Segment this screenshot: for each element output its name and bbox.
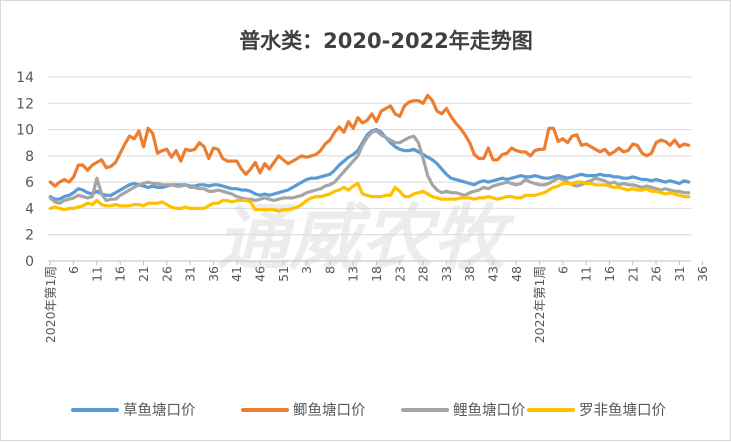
series-line-2 (48, 129, 691, 205)
x-tick-label: 31 (183, 266, 198, 282)
legend-label: 草鱼塘口价 (123, 401, 196, 419)
x-tick-label: 21 (625, 266, 640, 282)
x-tick-label: 38 (462, 266, 477, 282)
x-tick-label: 8 (322, 266, 337, 274)
x-tick-label: 21 (136, 266, 151, 282)
x-tick-label: 33 (439, 266, 454, 282)
y-tick-label: 8 (25, 149, 34, 165)
x-tick-label: 31 (672, 266, 687, 282)
x-tick-label: 11 (579, 266, 594, 282)
x-tick-label: 6 (66, 266, 81, 274)
x-tick-label: 3 (299, 266, 314, 274)
series-line-3 (48, 180, 691, 213)
x-tick-label: 51 (276, 266, 291, 282)
legend-label: 罗非鱼塘口价 (579, 401, 666, 419)
x-tick-label: 11 (89, 266, 104, 282)
x-tick-label: 16 (113, 266, 128, 282)
x-tick-label: 23 (392, 266, 407, 282)
x-tick-label: 28 (416, 266, 431, 282)
x-tick-label: 41 (229, 266, 244, 282)
series-line-1 (48, 93, 691, 188)
x-tick-label: 2020年第1周 (43, 266, 58, 343)
y-tick-label: 4 (25, 201, 34, 217)
y-tick-label: 10 (16, 123, 34, 139)
x-tick-label: 26 (649, 266, 664, 282)
chart-title: 普水类：2020-2022年走势图 (239, 29, 533, 53)
y-tick-label: 0 (25, 254, 34, 270)
x-tick-label: 13 (346, 266, 361, 282)
x-tick-label: 46 (253, 266, 268, 282)
x-tick-label: 48 (509, 266, 524, 282)
y-tick-label: 6 (25, 175, 34, 191)
x-tick-label: 16 (602, 266, 617, 282)
x-tick-label: 2022年第1周 (532, 266, 547, 343)
legend: 草鱼塘口价 鲫鱼塘口价 鲤鱼塘口价 罗非鱼塘口价 (71, 401, 666, 419)
x-axis-ticks: 2020年第1周 6 11 16 21 26 31 36 41 46 51 3 8 13 18 23 28 33 3… (43, 261, 710, 343)
x-tick-label: 36 (695, 266, 710, 282)
x-tick-label: 18 (369, 266, 384, 282)
legend-label: 鲫鱼塘口价 (293, 401, 366, 419)
x-tick-label: 6 (555, 266, 570, 274)
series-lines (48, 93, 691, 213)
y-axis-ticks: 0 2 4 6 8 10 12 14 (16, 70, 34, 270)
x-tick-label: 36 (206, 266, 221, 282)
y-tick-label: 12 (16, 96, 34, 112)
y-tick-label: 2 (25, 228, 34, 244)
x-tick-label: 26 (159, 266, 174, 282)
y-tick-label: 14 (16, 70, 34, 86)
legend-label: 鲤鱼塘口价 (453, 401, 526, 419)
x-tick-label: 43 (485, 266, 500, 282)
